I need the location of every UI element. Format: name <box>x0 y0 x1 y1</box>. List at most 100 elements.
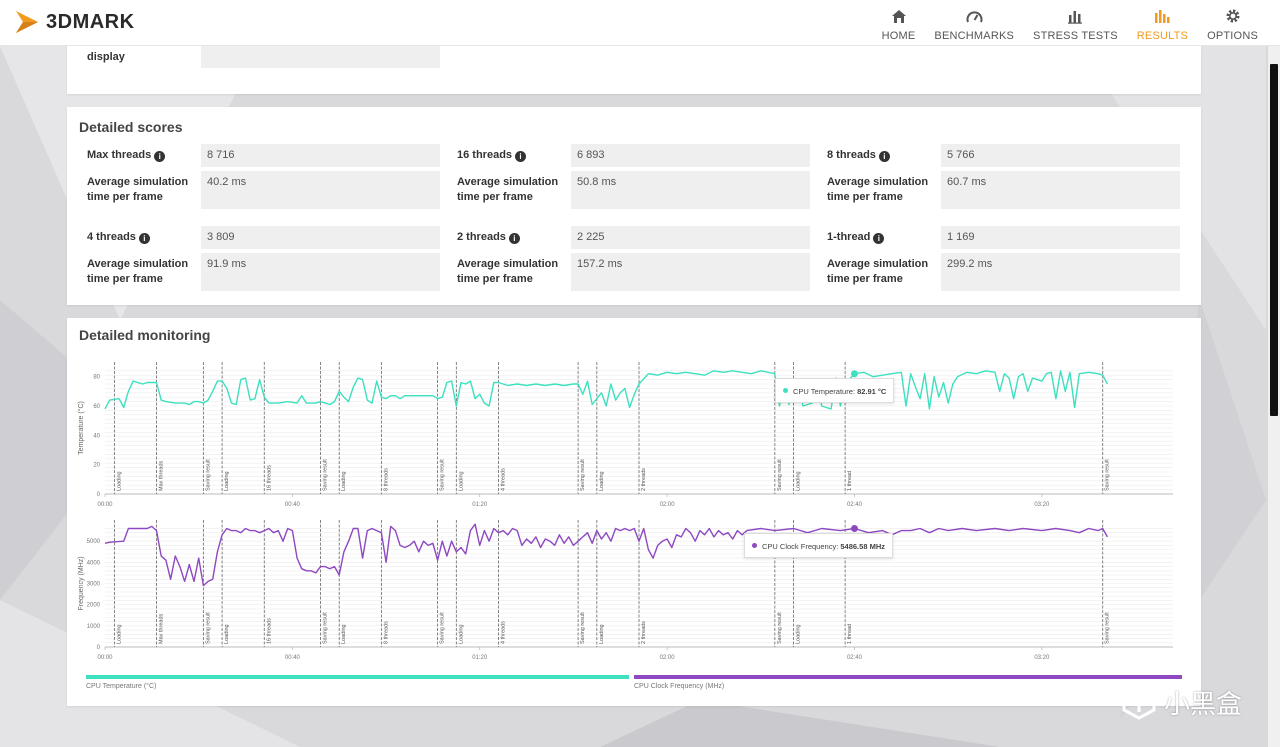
phase-marker-label: Max threads <box>159 613 165 644</box>
info-icon[interactable]: i <box>508 233 520 244</box>
tooltip-label: CPU Clock Frequency: <box>762 542 839 551</box>
temperature-tooltip: CPU Temperature: 82.91 °C <box>775 378 895 403</box>
phase-marker-label: 8 threads <box>383 468 389 491</box>
sim-value-2-threads: 157.2 ms <box>571 253 810 291</box>
y-tick-label: 0 <box>97 492 101 498</box>
frequency-chart[interactable]: 0 1000 2000 3000 4000 5000 Frequency (MHz) 00:0… <box>75 512 1195 667</box>
phase-marker-label: Loading <box>796 624 802 644</box>
x-tick-label: 02:40 <box>847 502 863 508</box>
gear-icon <box>1225 6 1241 26</box>
nav-options[interactable]: OPTIONS <box>1207 6 1258 42</box>
main-nav: HOME BENCHMARKS STRESS TESTS RESULTS OPT… <box>863 6 1258 42</box>
nav-stress-tests[interactable]: STRESS TESTS <box>1033 6 1118 42</box>
y-tick-label: 20 <box>93 463 100 469</box>
sim-label-16-threads: Average simulation time per frame <box>457 176 559 203</box>
legend-temperature-bar[interactable] <box>86 675 629 679</box>
tooltip-label: CPU Temperature: <box>793 387 855 396</box>
app-logo[interactable]: 3DMARK <box>14 7 135 37</box>
nav-results[interactable]: RESULTS <box>1137 6 1188 42</box>
score-label-max-threads: Max threads i <box>87 148 166 163</box>
phase-marker-label: Loading <box>599 471 605 491</box>
y-tick-label: 4000 <box>87 560 101 566</box>
x-tick-label: 00:40 <box>285 655 301 661</box>
phase-marker-label: Loading <box>341 471 347 491</box>
sim-label-max-threads: Average simulation time per frame <box>87 176 189 203</box>
score-value-max-threads: 8 716 <box>201 144 440 167</box>
system-info-panel: display <box>67 46 1201 94</box>
score-label-text: 4 threads <box>87 231 136 243</box>
sim-label-8-threads: Average simulation time per frame <box>827 176 929 203</box>
score-value-4-threads: 3 809 <box>201 226 440 249</box>
phase-marker-label: 1 thread <box>847 471 853 491</box>
phase-marker-label: Loading <box>796 471 802 491</box>
page-scrollbar[interactable] <box>1268 46 1280 747</box>
phase-marker-label: Saving result <box>1105 612 1111 644</box>
nav-benchmarks[interactable]: BENCHMARKS <box>934 6 1014 42</box>
phase-marker-label: Saving result <box>777 459 783 491</box>
3dmark-logo-icon <box>16 11 38 33</box>
x-tick-label: 01:20 <box>472 655 488 661</box>
score-label-16-threads: 16 threads i <box>457 148 527 163</box>
phase-marker-label: 16 threads <box>266 465 272 491</box>
score-value-8-threads: 5 766 <box>941 144 1180 167</box>
phase-marker-label: 4 threads <box>500 468 506 491</box>
info-icon[interactable]: i <box>873 233 885 244</box>
info-icon[interactable]: i <box>138 233 150 244</box>
phase-marker-label: Saving result <box>205 459 211 491</box>
watermark-text: 小黑盒 <box>1163 690 1242 720</box>
phase-marker-label: 1 thread <box>847 624 853 644</box>
nav-home[interactable]: HOME <box>882 6 916 42</box>
legend-frequency-bar[interactable] <box>634 675 1182 679</box>
detailed-scores-title: Detailed scores <box>79 119 183 135</box>
score-value-2-threads: 2 225 <box>571 226 810 249</box>
phase-marker-label: Max threads <box>159 460 165 491</box>
phase-marker-label: Saving result <box>322 612 328 644</box>
score-label-text: 1-thread <box>827 231 871 243</box>
y-tick-label: 0 <box>97 645 101 651</box>
score-value-16-threads: 6 893 <box>571 144 810 167</box>
legend-frequency-label: CPU Clock Frequency (MHz) <box>634 683 725 690</box>
x-tick-label: 03:20 <box>1034 502 1050 508</box>
y-tick-label: 40 <box>93 433 100 439</box>
sim-value-8-threads: 60.7 ms <box>941 171 1180 209</box>
sim-value-max-threads: 40.2 ms <box>201 171 440 209</box>
x-tick-label: 02:00 <box>660 502 676 508</box>
sim-value-1-thread: 299.2 ms <box>941 253 1180 291</box>
phase-marker-label: Saving result <box>580 612 586 644</box>
nav-home-label: HOME <box>881 30 916 42</box>
nav-options-label: OPTIONS <box>1207 30 1258 42</box>
x-tick-label: 02:00 <box>660 655 676 661</box>
tooltip-dot <box>783 388 788 393</box>
sim-label-4-threads: Average simulation time per frame <box>87 258 189 285</box>
phase-marker-label: Saving result <box>322 459 328 491</box>
gauge-icon <box>966 6 983 26</box>
nav-benchmarks-label: BENCHMARKS <box>934 30 1015 42</box>
frequency-tooltip: CPU Clock Frequency: 5486.58 MHz <box>744 533 893 558</box>
score-label-8-threads: 8 threads i <box>827 148 890 163</box>
nav-stress-tests-label: STRESS TESTS <box>1033 30 1118 42</box>
phase-marker-label: 4 threads <box>500 621 506 644</box>
y-axis-label: Temperature (°C) <box>77 401 85 455</box>
tooltip-dot <box>752 543 757 548</box>
tooltip-value: 82.91 °C <box>857 387 887 396</box>
legend-temperature-label: CPU Temperature (°C) <box>86 683 157 690</box>
results-icon <box>1154 6 1171 26</box>
detailed-monitoring-title: Detailed monitoring <box>79 327 211 343</box>
y-tick-label: 60 <box>93 404 100 410</box>
phase-marker-label: Loading <box>458 471 464 491</box>
phase-marker-label: Saving result <box>440 459 446 491</box>
info-icon[interactable]: i <box>515 151 527 162</box>
y-tick-label: 3000 <box>87 582 101 588</box>
phase-marker-label: 2 threads <box>641 621 647 644</box>
top-navigation-bar: 3DMARK HOME BENCHMARKS STRESS TESTS RESU… <box>0 0 1280 46</box>
bar-chart-icon <box>1067 6 1083 26</box>
series-line <box>104 370 1109 410</box>
sim-value-16-threads: 50.8 ms <box>571 171 810 209</box>
info-icon[interactable]: i <box>878 151 890 162</box>
temperature-chart[interactable]: 0 20 40 60 80 Temperature (°C) 00:00 00:40 01:20… <box>75 354 1195 514</box>
phase-marker-label: Loading <box>116 471 122 491</box>
scrollbar-thumb[interactable] <box>1270 64 1278 416</box>
phase-marker-label: 16 threads <box>266 618 272 644</box>
y-tick-label: 2000 <box>87 603 101 609</box>
info-icon[interactable]: i <box>154 151 166 162</box>
